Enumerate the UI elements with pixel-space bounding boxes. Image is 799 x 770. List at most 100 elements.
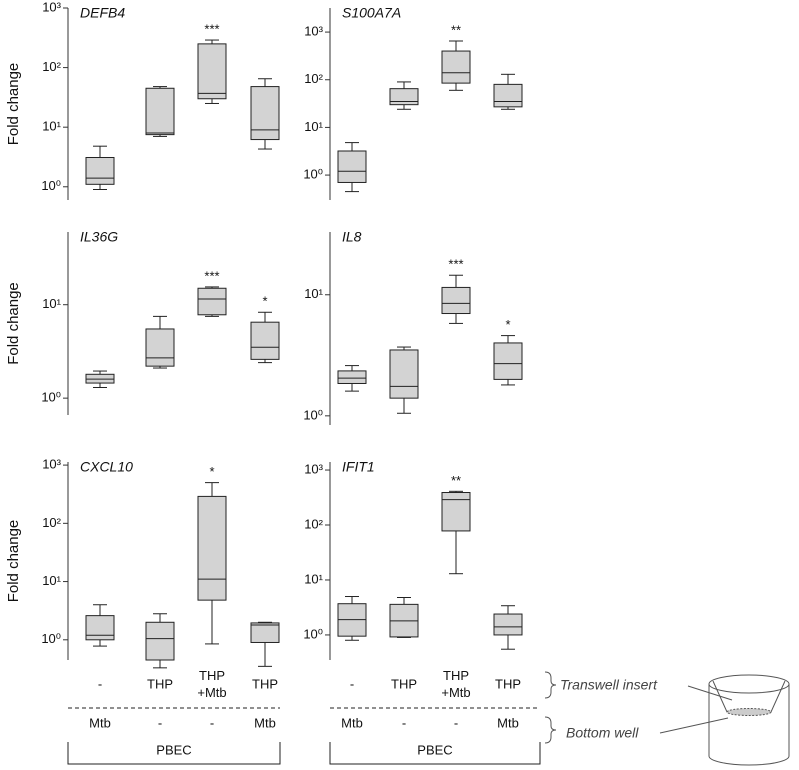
label-line: +Mtb [197,685,226,700]
insert [712,680,786,713]
box [145,86,175,137]
box [145,315,175,369]
box-body [441,50,471,84]
y-tick-label: 10⁰ [41,631,61,646]
significance: ** [451,22,461,37]
bottom-condition: Mtb [497,715,519,730]
y-axis-label: Fold change [5,63,22,146]
y-tick-label: 10² [304,516,323,531]
group-label: PBEC [156,742,191,757]
box [493,335,523,386]
box-body [197,43,227,100]
bottom-condition: - [210,715,214,730]
bottom-condition: - [402,715,406,730]
y-tick-label: 10³ [304,461,323,476]
box [441,490,471,575]
box-body [493,342,523,380]
box [85,370,115,388]
well-bottom [708,755,790,766]
box-body [493,613,523,636]
box-body [250,622,280,643]
brace [544,671,557,699]
y-tick-label: 10⁰ [303,167,323,182]
box-body [250,321,280,360]
box-body [145,328,175,367]
y-tick-label: 10¹ [304,286,323,301]
label-line: +Mtb [441,685,470,700]
box-body [389,349,419,399]
gene-title: IFIT1 [342,459,375,475]
y-tick-label: 10⁰ [41,178,61,193]
box [85,604,115,647]
group-label: PBEC [417,742,452,757]
box-body [197,287,227,316]
y-tick-label: 10¹ [42,119,61,134]
gene-title: IL36G [80,229,118,245]
y-tick-label: 10³ [304,24,323,39]
box-body [441,286,471,315]
box [197,286,227,317]
insert-condition: THP [147,676,173,691]
bracket [67,742,281,765]
box-body [337,370,367,384]
y-tick-label: 10² [42,59,61,74]
box-body [250,86,280,141]
significance: * [505,317,510,332]
pointer [687,685,733,701]
y-axis-label: Fold change [5,282,22,365]
y-tick-label: 10¹ [304,119,323,134]
box [197,482,227,645]
box [493,605,523,650]
y-tick-label: 10² [304,71,323,86]
significance: ** [451,473,461,488]
box [250,78,280,150]
box [250,621,280,667]
bracket [329,742,541,765]
insert-condition: THP +Mtb [197,668,226,700]
box [197,39,227,104]
y-tick-label: 10² [42,515,61,530]
y-tick-label: 10¹ [42,573,61,588]
box-body [389,88,419,106]
box [337,596,367,641]
box-body [145,621,175,661]
significance: *** [448,257,463,272]
gene-title: CXCL10 [80,459,133,475]
significance: *** [204,21,219,36]
y-tick-label: 10⁰ [303,407,323,422]
box-body [85,156,115,185]
insert-condition: THP [391,676,417,691]
gene-title: DEFB4 [80,5,125,21]
membrane [726,708,772,716]
box [441,40,471,91]
box [250,311,280,364]
insert-condition: THP [495,676,521,691]
box-body [441,492,471,532]
legend-insert: Transwell insert [560,677,658,693]
box-body [493,83,523,108]
label-line: THP [443,668,469,683]
significance: * [262,294,267,309]
box [389,81,419,110]
box [145,613,175,669]
brace [544,716,557,744]
significance: * [209,464,214,479]
box [337,365,367,392]
insert-condition: THP [252,676,278,691]
bottom-condition: Mtb [341,715,363,730]
box [389,596,419,638]
box-body [337,150,367,183]
bottom-condition: Mtb [254,715,276,730]
legend [544,671,790,766]
y-tick-label: 10¹ [304,571,323,586]
bottom-condition: Mtb [89,715,111,730]
pointer [659,717,729,734]
y-axis-label: Fold change [5,520,22,603]
box-body [197,495,227,601]
gene-title: S100A7A [342,5,401,21]
gene-title: IL8 [342,229,362,245]
insert-condition: THP +Mtb [441,668,470,700]
y-tick-label: 10³ [42,457,61,472]
box-body [145,87,175,136]
